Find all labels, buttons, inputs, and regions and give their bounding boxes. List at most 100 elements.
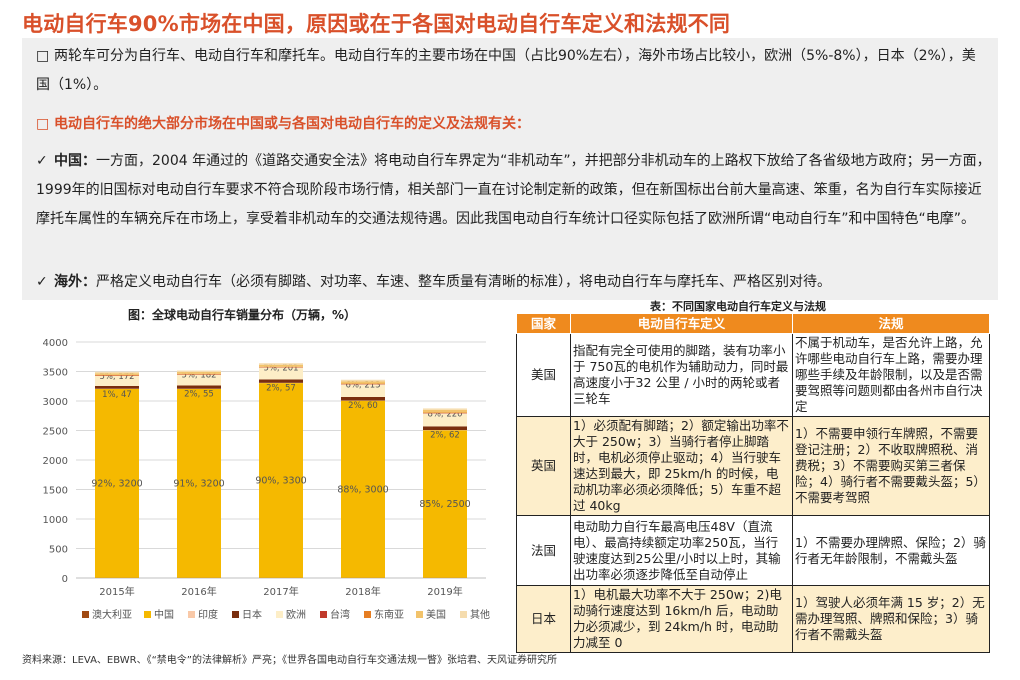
definition-cell: 1）电机最大功率不大于 250w；2)电动骑行速度达到 16km/h 后，电动助… [570, 585, 793, 653]
table-row: 美国 指配有完全可使用的脚踏，装有功率小于 750瓦的电机作为辅助动力，同时最高… [516, 333, 990, 417]
regulation-table: 国家 电动自行车定义 法规 美国 指配有完全可使用的脚踏，装有功率小于 750瓦… [516, 313, 990, 653]
x-tick-label: 2016年 [181, 585, 216, 598]
legend-swatch [276, 611, 283, 618]
bar-segment [423, 409, 467, 413]
china-text: 一方面，2004 年通过的《道路交通安全法》将电动自行车界定为“非机动车”，并把… [36, 153, 991, 227]
legend-swatch [416, 611, 423, 618]
legend-label: 日本 [242, 608, 262, 621]
intro-paragraph-1: □ 两轮车可分为自行车、电动自行车和摩托车。电动自行车的主要市场在中国（占比90%… [36, 42, 986, 100]
legend-label: 美国 [426, 608, 446, 621]
header-regulation: 法规 [792, 313, 990, 334]
legend-swatch [320, 611, 327, 618]
chart-title: 图：全球电动自行车销量分布（万辆，%） [128, 308, 357, 322]
data-label: 1%, 47 [102, 390, 132, 400]
intro-paragraph-china: ✓ 中国：一方面，2004 年通过的《道路交通安全法》将电动自行车界定为“非机动车… [36, 147, 991, 234]
bar-segment [177, 372, 221, 374]
y-tick-label: 2500 [43, 427, 68, 438]
bar-segment [423, 413, 467, 427]
y-tick-label: 1500 [43, 486, 68, 497]
bar-segment [341, 400, 385, 578]
data-label: 88%, 3000 [337, 484, 388, 495]
checkmark-icon: ✓ [36, 153, 48, 169]
regulation-cell: 1）不需要办理牌照、保险；2）骑行者无年龄限制，不需戴头盔 [792, 515, 990, 586]
country-cell: 法国 [516, 515, 571, 586]
overseas-text: 严格定义电动自行车（必须有脚踏、对功率、车速、整车质量有清晰的标准），将电动自行… [96, 274, 831, 290]
regulation-cell: 1）驾驶人必须年满 15 岁；2）无需办理驾照、牌照和保险；3）骑行者不需戴头盔 [792, 585, 990, 653]
bar-segment [177, 370, 221, 373]
y-tick-label: 4000 [43, 338, 68, 349]
table-row: 日本 1）电机最大功率不大于 250w；2)电动骑行速度达到 16km/h 后，… [516, 585, 990, 653]
intro-paragraph-overseas: ✓ 海外：严格定义电动自行车（必须有脚踏、对功率、车速、整车质量有清晰的标准），将… [36, 268, 991, 297]
intro-text-2: 电动自行车的绝大部分市场在中国或与各国对电动自行车的定义及法规有关： [54, 116, 530, 132]
data-label: 2%, 57 [266, 383, 296, 393]
regulation-cell: 不属于机动车，是否允许上路，允许哪些电动自行车上路，需要办理哪些手续及年龄限制，… [792, 333, 990, 417]
data-label: 2%, 62 [430, 430, 460, 440]
intro-paragraph-2: □ 电动自行车的绝大部分市场在中国或与各国对电动自行车的定义及法规有关： [36, 110, 986, 139]
country-cell: 英国 [516, 416, 571, 516]
data-label: 5%, 172 [99, 372, 134, 382]
definition-cell: 1）必须配有脚踏；2）额定输出功率不大于 250w；3）当骑行者停止脚踏时，电机… [570, 416, 793, 516]
legend-label: 欧洲 [286, 609, 306, 621]
header-country: 国家 [516, 313, 571, 334]
legend-swatch [232, 611, 239, 618]
checkbox-bullet-icon: □ [36, 116, 50, 132]
bar-segment [341, 379, 385, 382]
legend-swatch [188, 611, 195, 618]
page-title: 电动自行车90%市场在中国，原因或在于各国对电动自行车定义和法规不同 [22, 12, 731, 36]
legend-label: 其他 [470, 608, 490, 621]
bar-segment [259, 367, 303, 380]
table-title: 表：不同国家电动自行车定义与法规 [650, 300, 826, 313]
legend-label: 印度 [198, 608, 218, 621]
legend-label: 台湾 [330, 608, 350, 621]
definition-cell: 电动助力自行车最高电压48V（直流电）、最高持续额定功率250瓦，当行驶速度达到… [570, 515, 793, 586]
y-tick-label: 3000 [43, 397, 68, 408]
bar-segment [259, 383, 303, 578]
y-tick-label: 0 [62, 574, 68, 585]
bar-segment [341, 384, 385, 397]
table-header-row: 国家 电动自行车定义 法规 [516, 313, 990, 334]
bar-segment [259, 364, 303, 367]
legend-swatch [460, 611, 467, 618]
bar-segment [341, 381, 385, 384]
data-label: 2%, 60 [348, 401, 378, 411]
data-label: 5%, 201 [263, 364, 298, 374]
country-cell: 日本 [516, 585, 571, 653]
table-row: 英国 1）必须配有脚踏；2）额定输出功率不大于 250w；3）当骑行者停止脚踏时… [516, 416, 990, 516]
data-label: 8%, 220 [427, 409, 462, 419]
bar-segment [95, 373, 139, 375]
bar-segment [95, 388, 139, 578]
table-row: 法国 电动助力自行车最高电压48V（直流电）、最高持续额定功率250瓦，当行驶速… [516, 515, 990, 586]
checkmark-icon: ✓ [36, 274, 48, 290]
legend-label: 澳大利亚 [92, 608, 132, 621]
bar-segment [177, 374, 221, 386]
bar-segment [341, 396, 385, 401]
data-label: 91%, 3200 [173, 478, 224, 489]
bar-segment [95, 371, 139, 374]
bar-segment [177, 388, 221, 578]
bar-segment [95, 375, 139, 386]
x-tick-label: 2019年 [427, 585, 462, 598]
regulation-cell: 1）不需要申领行车牌照，不需要登记注册；2）不收取牌照税、消费税；3）不需要购买… [792, 416, 990, 516]
data-label: 90%, 3300 [255, 475, 306, 486]
bar-segment [259, 379, 303, 383]
bar-segment [423, 426, 467, 431]
bar-segment [95, 385, 139, 389]
bar-segment [259, 363, 303, 365]
y-tick-label: 2000 [43, 456, 68, 467]
x-tick-label: 2018年 [345, 585, 380, 598]
data-label: 2%, 55 [184, 389, 214, 399]
x-tick-label: 2015年 [99, 585, 134, 598]
y-tick-label: 500 [49, 545, 68, 556]
x-tick-label: 2017年 [263, 585, 298, 598]
overseas-label: 海外： [54, 274, 96, 290]
y-tick-label: 1000 [43, 515, 68, 526]
intro-box [22, 38, 998, 300]
y-tick-label: 3500 [43, 368, 68, 379]
country-cell: 美国 [516, 333, 571, 417]
checkbox-bullet-icon: □ [36, 48, 50, 64]
bar-segment [423, 430, 467, 578]
header-definition: 电动自行车定义 [570, 313, 793, 334]
legend-label: 中国 [154, 608, 174, 621]
data-label: 6%, 213 [345, 380, 380, 390]
sales-distribution-chart: 0 500 1000 1500 2000 2500 3000 3500 4000 92%, 320… [43, 338, 490, 621]
